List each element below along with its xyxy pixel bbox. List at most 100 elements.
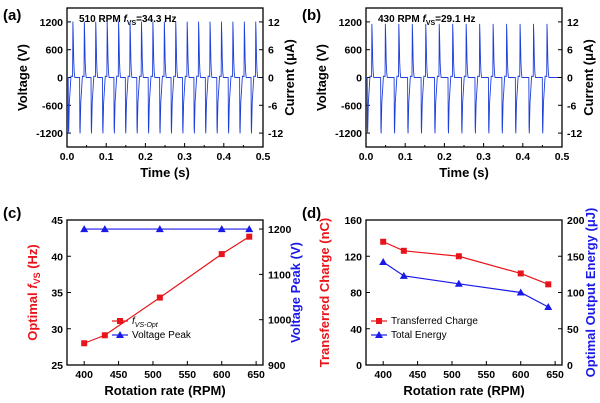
- panel-label: (d): [302, 205, 321, 222]
- data-point: [380, 238, 387, 245]
- panel-b: (b) 0.0 0.1 0.2 0.3 0.4 0.5 -1200 -600 0 600 1200 -1…: [302, 7, 596, 180]
- data-point: [217, 225, 226, 233]
- data-point: [246, 233, 253, 240]
- y-left-tick-label: 0: [356, 360, 362, 372]
- y-right-axis-label: Optimal Output Energy (μJ): [583, 208, 598, 378]
- y-left-tick-label: 30: [51, 324, 63, 336]
- x-tick-label: 0.5: [256, 151, 271, 163]
- data-point: [156, 294, 163, 301]
- x-tick-label: 0.3: [177, 151, 192, 163]
- y-left-tick-label: 25: [51, 360, 63, 372]
- x-tick-label: 600: [213, 369, 231, 381]
- panel-c: (c) 400 450 500 550 600 650 25 30 35 40 45 900 1000 11…: [3, 205, 303, 398]
- y-right-axis-label: Voltage Peak (V): [288, 242, 303, 343]
- x-tick-label: 0.4: [216, 151, 231, 163]
- data-point: [218, 251, 225, 258]
- x-axis-label: Rotation rate (RPM): [104, 383, 225, 398]
- y-right-tick-label: 100: [567, 288, 585, 300]
- y-left-axis-label: Voltage (V): [314, 44, 329, 111]
- plot-frame: [66, 219, 264, 366]
- y-right-tick-label: -6: [268, 100, 277, 112]
- data-point: [101, 332, 108, 339]
- x-tick-label: 500: [144, 369, 162, 381]
- panel-label: (c): [3, 205, 21, 222]
- y-right-tick-label: -12: [268, 128, 283, 140]
- y-left-tick-label: 1200: [40, 17, 64, 29]
- x-tick-label: 0.2: [138, 151, 153, 163]
- y-right-tick-label: 150: [567, 251, 585, 263]
- y-left-tick-label: 1200: [339, 17, 363, 29]
- y-left-tick-label: 160: [344, 215, 362, 227]
- y-left-tick-label: -1200: [335, 128, 362, 140]
- y-right-tick-label: -12: [567, 128, 582, 140]
- x-tick-label: 0.1: [99, 151, 114, 163]
- x-tick-label: 0.5: [555, 151, 570, 163]
- data-point: [544, 303, 553, 310]
- y-left-tick-label: 80: [350, 288, 362, 300]
- y-right-tick-label: 6: [567, 45, 573, 57]
- annotation: 510 RPM fVS=34.3 Hz: [79, 14, 176, 27]
- x-axis-label: Time (s): [140, 165, 190, 180]
- x-tick-label: 0.1: [398, 151, 413, 163]
- x-tick-label: 650: [546, 369, 564, 381]
- x-tick-label: 500: [443, 369, 461, 381]
- y-right-tick-label: 200: [567, 215, 585, 227]
- y-left-tick-label: 600: [45, 45, 63, 57]
- current-trace: [366, 23, 559, 134]
- y-right-tick-label: 50: [567, 324, 579, 336]
- data-point: [455, 253, 462, 260]
- x-tick-label: 0.2: [437, 151, 452, 163]
- y-right-tick-label: 0: [567, 360, 573, 372]
- data-point: [100, 225, 109, 233]
- y-right-tick-label: 1000: [268, 315, 292, 327]
- x-axis-label: Time (s): [439, 165, 489, 180]
- y-left-tick-label: 45: [51, 215, 63, 227]
- y-right-tick-label: 12: [268, 17, 280, 29]
- plot-frame: [365, 219, 563, 366]
- legend-marker: [375, 331, 383, 338]
- data-point: [81, 340, 88, 347]
- data-point: [454, 279, 463, 287]
- current-trace: [67, 21, 260, 134]
- y-left-tick-label: -600: [42, 100, 63, 112]
- plot-frame: [66, 7, 264, 148]
- x-tick-label: 400: [374, 369, 392, 381]
- data-point: [80, 225, 89, 233]
- x-tick-label: 650: [247, 369, 265, 381]
- legend-label: Total Energy: [391, 330, 447, 341]
- y-left-tick-label: 0: [57, 73, 63, 85]
- y-right-tick-label: 0: [268, 73, 274, 85]
- x-tick-label: 600: [512, 369, 530, 381]
- data-point: [545, 281, 552, 288]
- panel-label: (b): [302, 7, 321, 24]
- x-tick-label: 550: [478, 369, 496, 381]
- legend-label: Voltage Peak: [132, 330, 192, 341]
- series-line-red: [382, 241, 549, 285]
- y-left-axis-label: Optimal fVS (Hz): [25, 244, 42, 341]
- y-right-tick-label: -6: [567, 100, 576, 112]
- y-left-tick-label: 120: [344, 251, 362, 263]
- legend-marker: [117, 318, 123, 324]
- data-point: [400, 247, 407, 254]
- data-point: [155, 225, 164, 233]
- y-left-axis-label: Transferred Charge (nC): [317, 218, 332, 368]
- x-tick-label: 550: [179, 369, 197, 381]
- data-point: [399, 271, 408, 279]
- data-point: [516, 288, 525, 296]
- y-left-tick-label: 600: [344, 45, 362, 57]
- x-tick-label: 0.4: [515, 151, 530, 163]
- legend-marker: [376, 318, 382, 324]
- x-tick-label: 450: [110, 369, 128, 381]
- data-point: [245, 225, 254, 233]
- data-point: [379, 258, 388, 266]
- data-point: [517, 270, 524, 277]
- y-right-tick-label: 1200: [268, 224, 292, 236]
- panel-a: (a) 0.0 0.1 0.2 0.3 0.4 0.5 -1200 -600 0 600 1200 -1…: [3, 7, 297, 180]
- panel-d: (d)400 450 500 550 600 6500408012016005010015…: [302, 205, 598, 398]
- y-left-tick-label: -1200: [36, 128, 63, 140]
- y-right-tick-label: 900: [268, 360, 286, 372]
- legend-label: fVS-Opt: [132, 316, 159, 329]
- y-left-axis-label: Voltage (V): [15, 44, 30, 111]
- x-tick-label: 0.0: [359, 151, 374, 163]
